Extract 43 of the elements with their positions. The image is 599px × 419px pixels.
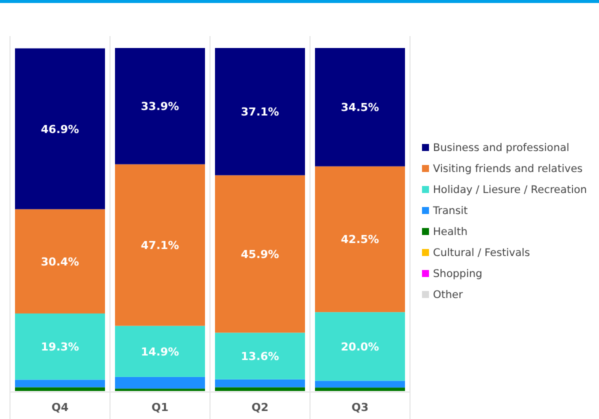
bar [115, 164, 205, 326]
bar [215, 175, 305, 333]
x-tick-label: Q4 [51, 401, 69, 414]
legend-label: Health [433, 226, 468, 238]
bar [115, 376, 205, 389]
data-label: 13.6% [240, 350, 280, 364]
data-label: 45.9% [240, 248, 280, 261]
bar [115, 326, 205, 377]
data-label: 42.5% [340, 233, 380, 246]
legend-label: Business and professional [433, 142, 570, 154]
bar [315, 48, 405, 166]
legend-label: Holiday / Liesure / Recreation [433, 184, 587, 196]
bar [15, 387, 105, 391]
legend-label: Shopping [433, 268, 482, 280]
bar [215, 48, 305, 176]
data-label: 30.4% [40, 255, 80, 268]
bar [15, 209, 105, 314]
bar [115, 48, 205, 164]
data-label: 34.5% [340, 101, 380, 114]
bar [315, 380, 405, 388]
bar [15, 380, 105, 388]
data-label: 20.0% [340, 340, 380, 354]
x-tick-label: Q1 [151, 401, 169, 414]
data-label: 19.3% [40, 340, 80, 354]
legend-label: Other [433, 289, 464, 301]
data-label: 14.9% [140, 345, 180, 358]
x-tick-label: Q3 [351, 401, 369, 414]
legend-label: Visiting friends and relatives [433, 163, 583, 175]
data-label: 33.9% [140, 100, 180, 114]
bar [315, 312, 405, 381]
x-tick-label: Q2 [251, 401, 269, 414]
legend-label: Transit [432, 205, 468, 217]
data-label: 46.9% [40, 122, 80, 136]
legend-label: Cultural / Festivals [433, 247, 530, 259]
bar [215, 379, 305, 388]
bar [215, 332, 305, 380]
bar [215, 387, 305, 391]
data-label: 47.1% [140, 239, 180, 252]
bar [315, 388, 405, 391]
bar [15, 48, 105, 210]
bar [15, 313, 105, 380]
data-label: 37.1% [240, 106, 280, 119]
bar [315, 166, 405, 312]
